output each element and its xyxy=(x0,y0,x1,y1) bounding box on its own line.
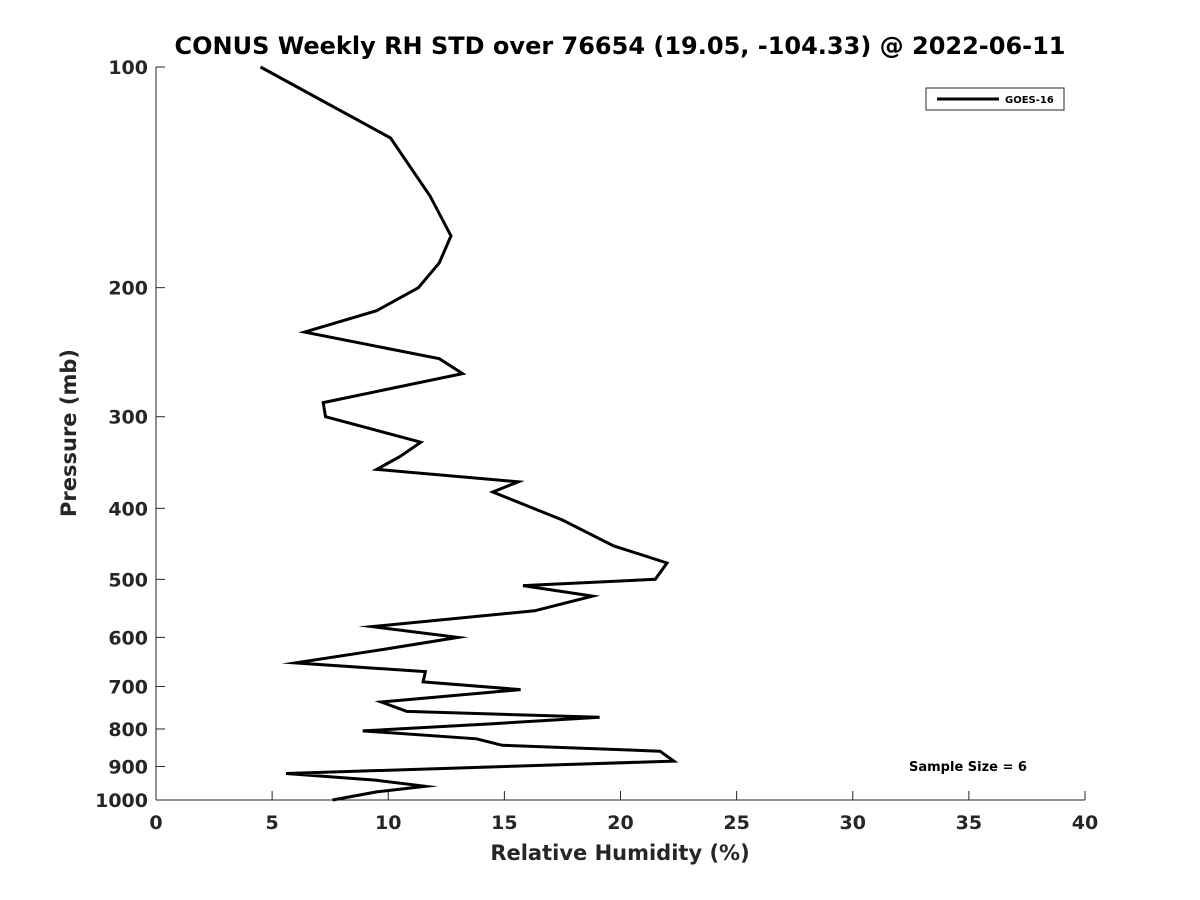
y-tick-label: 300 xyxy=(108,407,148,429)
x-ticks: 0 5 10 15 20 25 30 35 40 xyxy=(149,791,1098,834)
x-tick-label: 15 xyxy=(491,812,517,834)
y-tick-label: 500 xyxy=(108,569,148,591)
y-tick-label: 800 xyxy=(108,719,148,741)
sample-size-annotation: Sample Size = 6 xyxy=(909,760,1027,775)
x-tick-label: 40 xyxy=(1072,812,1098,834)
x-tick-label: 35 xyxy=(956,812,982,834)
legend-entry-goes-16: GOES-16 xyxy=(1005,95,1054,106)
x-tick-label: 5 xyxy=(266,812,279,834)
x-axis-label: Relative Humidity (%) xyxy=(490,841,749,865)
y-tick-label: 100 xyxy=(108,57,148,79)
y-tick-label: 1000 xyxy=(95,790,148,812)
chart-title: CONUS Weekly RH STD over 76654 (19.05, -… xyxy=(174,32,1065,60)
x-tick-label: 10 xyxy=(375,812,401,834)
y-tick-label: 400 xyxy=(108,498,148,520)
axes xyxy=(155,67,1085,801)
y-tick-label: 700 xyxy=(108,676,148,698)
x-tick-label: 0 xyxy=(149,812,162,834)
y-tick-label: 900 xyxy=(108,756,148,778)
x-tick-label: 25 xyxy=(723,812,749,834)
x-tick-label: 30 xyxy=(840,812,866,834)
legend: GOES-16 xyxy=(925,87,1065,111)
series-layer xyxy=(259,65,679,802)
y-tick-label: 600 xyxy=(108,627,148,649)
y-axis-label: Pressure (mb) xyxy=(57,349,81,517)
series-line-goes-16 xyxy=(259,65,679,802)
y-ticks: 100 200 300 400 500 600 700 800 900 1000 xyxy=(95,57,165,812)
x-tick-label: 20 xyxy=(607,812,633,834)
y-tick-label: 200 xyxy=(108,278,148,300)
